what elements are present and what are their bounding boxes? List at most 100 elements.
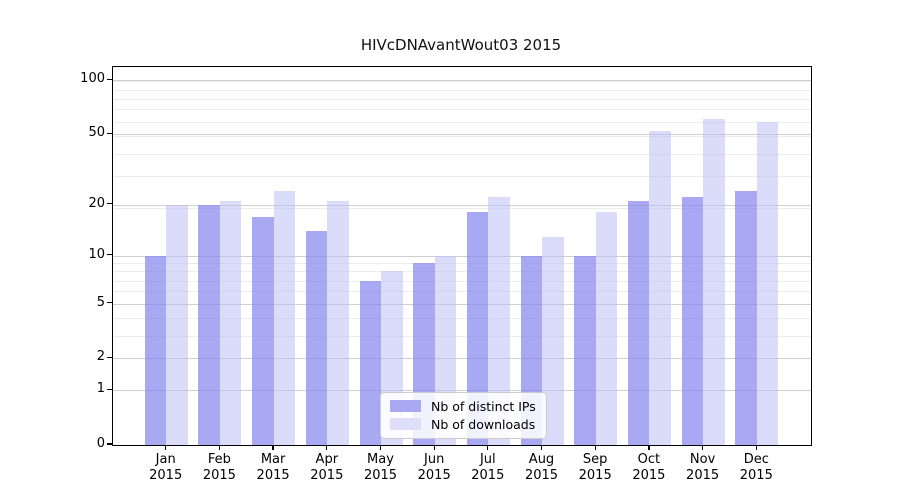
y-tick-mark-5 <box>107 301 112 304</box>
gridline-minor-7 <box>113 280 811 282</box>
x-tick-label-dec: Dec 2015 <box>724 452 788 484</box>
x-tick-mark-feb <box>218 445 221 451</box>
bar-apr-downloads <box>327 200 349 445</box>
legend-label-downloads: Nb of downloads <box>431 416 536 432</box>
x-tick-mark-jun <box>433 445 435 451</box>
x-tick-mark-jan <box>165 445 167 451</box>
y-tick-label-20: 20 <box>88 195 105 211</box>
bar-apr-distinct-ips <box>305 231 328 445</box>
x-tick-month-jan: Jan <box>155 452 176 467</box>
gridline-minor-59 <box>113 121 811 123</box>
x-tick-mark-dec <box>755 445 757 451</box>
chart-title: HIVcDNAvantWout03 2015 <box>360 36 562 54</box>
gridline-major-20 <box>113 204 811 206</box>
y-tick-mark-1 <box>107 388 112 390</box>
bar-oct-distinct-ips <box>627 200 650 445</box>
y-tick-mark-0 <box>107 443 112 445</box>
x-tick-year-dec: 2015 <box>739 468 773 483</box>
x-tick-mark-oct <box>648 445 650 451</box>
x-tick-label-nov: Nov 2015 <box>671 452 735 484</box>
x-tick-label-sep: Sep 2015 <box>563 452 627 484</box>
gridline-major-10 <box>113 255 811 257</box>
gridline-minor-8 <box>113 271 811 273</box>
x-tick-year-sep: 2015 <box>578 468 612 483</box>
x-tick-year-may: 2015 <box>363 468 398 483</box>
x-tick-month-apr: Apr <box>315 452 339 467</box>
bar-mar-downloads <box>273 190 296 445</box>
bar-nov-downloads <box>703 119 725 445</box>
x-tick-mark-apr <box>326 445 328 451</box>
x-tick-month-aug: Aug <box>528 452 555 467</box>
bar-jul-downloads <box>488 197 510 445</box>
x-tick-label-jul: Jul 2015 <box>456 452 520 484</box>
x-tick-label-mar: Mar 2015 <box>241 452 305 484</box>
x-tick-month-mar: Mar <box>260 452 286 467</box>
plot-area: Nb of distinct IPs Nb of downloads <box>112 66 812 446</box>
x-tick-mark-may <box>379 445 382 451</box>
bar-feb-downloads <box>219 200 242 445</box>
x-tick-year-oct: 2015 <box>632 468 666 483</box>
gridline-major-2 <box>113 358 811 360</box>
y-tick-label-50: 50 <box>88 125 105 141</box>
bar-feb-distinct-ips <box>198 204 220 445</box>
bar-sep-downloads <box>595 212 618 445</box>
x-tick-month-nov: Nov <box>689 452 716 467</box>
bar-may-distinct-ips <box>359 280 381 445</box>
x-tick-label-aug: Aug 2015 <box>510 452 574 484</box>
y-tick-label-100: 100 <box>80 71 105 87</box>
legend-row-distinct-ips: Nb of distinct IPs <box>390 397 536 415</box>
x-tick-mark-sep <box>594 445 596 451</box>
x-tick-label-may: May 2015 <box>349 452 413 484</box>
bar-jan-downloads <box>166 204 188 445</box>
gridline-minor-3 <box>113 335 811 337</box>
y-tick-mark-2 <box>107 356 112 358</box>
x-tick-month-oct: Oct <box>637 452 661 467</box>
x-tick-label-jun: Jun 2015 <box>402 452 466 484</box>
legend: Nb of distinct IPs Nb of downloads <box>380 392 547 439</box>
y-tick-label-5: 5 <box>96 294 105 310</box>
bar-nov-distinct-ips <box>681 197 704 445</box>
bar-jan-distinct-ips <box>144 255 167 445</box>
legend-row-downloads: Nb of downloads <box>390 415 536 433</box>
x-tick-month-jul: Jul <box>479 452 496 467</box>
x-tick-year-jan: 2015 <box>149 468 183 483</box>
gridline-minor-99 <box>113 81 811 83</box>
x-tick-year-jun: 2015 <box>417 468 451 483</box>
x-tick-year-apr: 2015 <box>310 468 344 483</box>
x-tick-month-dec: Dec <box>743 452 769 467</box>
x-tick-label-oct: Oct 2015 <box>617 452 681 484</box>
x-tick-mark-mar <box>272 445 274 451</box>
x-tick-year-jul: 2015 <box>471 468 505 483</box>
y-tick-mark-100 <box>107 78 112 81</box>
bar-oct-downloads <box>649 131 671 445</box>
x-tick-month-sep: Sep <box>582 452 608 467</box>
gridline-minor-49 <box>113 136 811 137</box>
gridline-major-50 <box>113 134 811 136</box>
bar-jul-distinct-ips <box>466 212 489 445</box>
y-tick-mark-20 <box>107 202 112 205</box>
gridline-minor-79 <box>113 98 811 100</box>
x-tick-label-jan: Jan 2015 <box>134 452 198 484</box>
bars-layer <box>113 67 811 445</box>
x-tick-year-nov: 2015 <box>686 468 720 483</box>
gridline-minor-29 <box>113 176 811 178</box>
gridline-major-5 <box>113 303 811 305</box>
gridlines-layer <box>113 67 811 445</box>
x-tick-mark-jul <box>487 445 489 451</box>
bar-dec-distinct-ips <box>735 190 757 445</box>
y-tick-label-1: 1 <box>96 381 105 397</box>
x-tick-month-jun: Jun <box>424 452 445 467</box>
y-tick-mark-10 <box>107 253 112 256</box>
gridline-minor-6 <box>113 291 811 293</box>
x-tick-month-may: May <box>367 452 394 467</box>
x-tick-label-apr: Apr 2015 <box>295 452 359 484</box>
bar-dec-downloads <box>756 121 779 445</box>
bar-sep-distinct-ips <box>574 255 596 445</box>
x-tick-label-feb: Feb 2015 <box>187 452 251 484</box>
gridline-minor-4 <box>113 317 811 319</box>
y-tick-label-2: 2 <box>96 349 105 365</box>
gridline-minor-39 <box>113 153 811 155</box>
y-tick-label-10: 10 <box>88 246 105 262</box>
x-tick-year-mar: 2015 <box>256 468 290 483</box>
